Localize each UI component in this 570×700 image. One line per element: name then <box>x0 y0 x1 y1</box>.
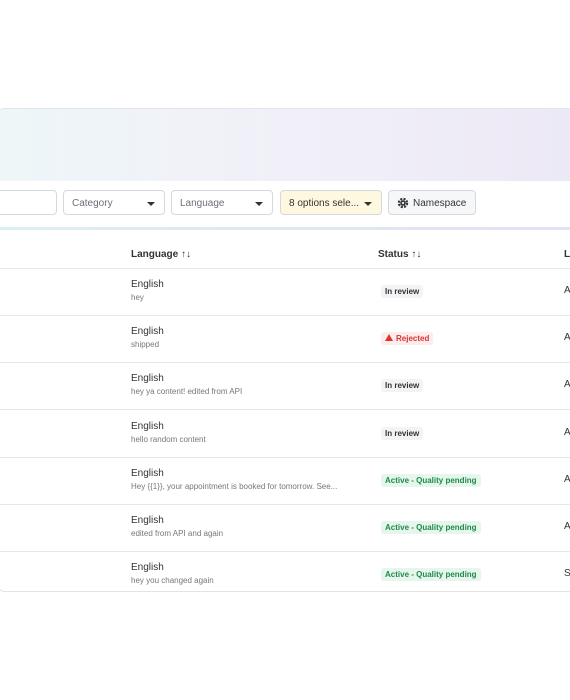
dropdown-label: 8 options sele... <box>289 198 360 209</box>
row-divider <box>0 315 570 316</box>
header-band <box>0 109 570 181</box>
status-text: Active - Quality pending <box>385 570 477 580</box>
column-header[interactable]: La <box>564 249 570 260</box>
row-divider <box>0 409 570 411</box>
status-badge: Active - Quality pending <box>381 473 481 487</box>
content-card: Category Language 8 options sele... Name… <box>0 108 570 592</box>
language-text: English <box>131 326 164 338</box>
dropdown-label: Category <box>72 198 113 209</box>
table-row[interactable]: English hey you changed again Active - Qua… <box>0 551 570 591</box>
status-badge: Active - Quality pending <box>381 521 481 534</box>
status-badge: Active - Quality pending <box>381 568 481 582</box>
divider <box>0 227 570 230</box>
last-column-text: Ac <box>564 285 570 296</box>
status-text: In review <box>385 381 420 391</box>
row-divider <box>0 456 570 458</box>
table-row[interactable]: English shipped Rejected Ac <box>0 315 570 364</box>
last-column-text: Ac <box>564 427 570 438</box>
content-preview: shipped <box>131 340 160 350</box>
status-badge: In review <box>381 426 424 440</box>
last-column-text: Ac <box>564 379 570 390</box>
column-header[interactable]: Language ↑↓ <box>131 249 192 260</box>
language-text: English <box>131 515 164 526</box>
status-badge: In review <box>381 379 424 393</box>
namespace-button[interactable]: Namespace <box>388 190 476 215</box>
last-column-text: A <box>564 474 570 485</box>
content-preview: hello random content <box>131 434 206 444</box>
dropdown-label: Language <box>180 198 225 209</box>
caret <box>364 202 372 206</box>
table-row[interactable]: English edited from API and again Active -… <box>0 504 570 552</box>
row-divider <box>0 551 570 552</box>
last-column-text: Se <box>564 568 570 579</box>
search-box[interactable] <box>0 190 57 215</box>
status-text: Active - Quality pending <box>385 475 477 485</box>
warning-icon <box>385 334 393 342</box>
language-text: English <box>131 279 164 290</box>
column-header[interactable]: Status ↑↓ <box>378 249 422 260</box>
status-text: Active - Quality pending <box>385 523 477 532</box>
content-preview: hey you changed again <box>131 576 214 586</box>
language-dropdown[interactable]: Language <box>171 190 273 215</box>
table-row[interactable]: English hey ya content! edited from API In… <box>0 362 570 411</box>
content-preview: Hey {{1}}, your appointment is booked fo… <box>131 481 338 491</box>
category-dropdown[interactable]: Category <box>63 190 165 215</box>
row-divider <box>0 503 570 505</box>
table-row[interactable]: English Hey {{1}}, your appointment is bo… <box>0 457 570 505</box>
content-preview: hey <box>131 293 144 302</box>
status-badge: In review <box>381 285 424 298</box>
table-row[interactable]: English hello random content In review Ac <box>0 410 570 458</box>
row-divider <box>0 268 570 269</box>
last-column-text: Ac <box>564 521 570 532</box>
row-divider <box>0 362 570 364</box>
caret <box>255 202 263 206</box>
content-preview: edited from API and again <box>131 529 224 538</box>
status-badge: Rejected <box>381 332 434 346</box>
button-label: Namespace <box>413 198 467 209</box>
last-column-text: Ac <box>564 332 570 343</box>
status-text: In review <box>385 428 420 438</box>
caret <box>147 202 155 206</box>
table-row[interactable]: English hey In review Ac <box>0 268 570 316</box>
options-dropdown[interactable]: 8 options sele... <box>280 190 382 215</box>
content-preview: hey ya content! edited from API <box>131 387 243 397</box>
language-text: English <box>131 420 164 432</box>
language-text: English <box>131 373 164 385</box>
status-text: Rejected <box>396 334 430 344</box>
language-text: English <box>131 467 164 479</box>
status-text: In review <box>385 287 420 296</box>
gear-icon <box>397 197 409 209</box>
language-text: English <box>131 562 164 574</box>
